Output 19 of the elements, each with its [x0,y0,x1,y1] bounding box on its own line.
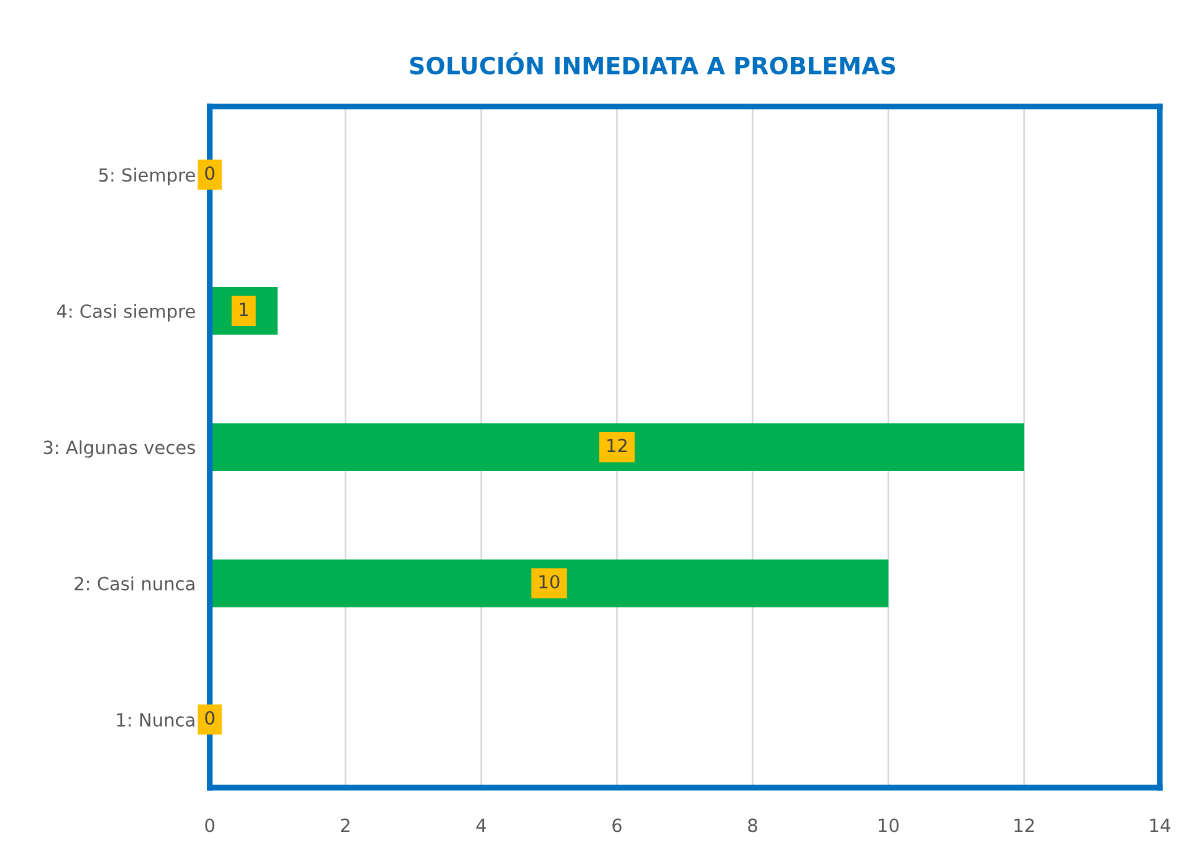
x-tick-label: 14 [1150,818,1171,832]
x-tick-label: 0 [205,818,215,833]
x-tick-label: 4 [476,818,486,832]
y-tick-label: 1: Nunca [117,713,195,727]
x-tick-label: 6 [612,818,622,833]
y-tick-label: 5: Siempre [99,167,195,186]
y-tick-label: 4: Casi siempre [56,304,195,322]
x-tick-label: 8 [748,818,758,833]
x-tick-label: 2 [341,818,350,832]
y-tick-label: 2: Casi nunca [74,576,195,591]
x-tick-label: 12 [1014,818,1034,832]
data-label: 0 [205,166,215,180]
chart-title: SOLUCIÓN INMEDIATA A PROBLEMAS [410,52,896,75]
x-tick-label: 10 [878,818,899,833]
data-label: 1 [239,302,248,316]
data-label: 0 [205,711,215,725]
data-label: 12 [607,438,627,453]
data-label: 10 [539,574,560,589]
y-tick-label: 3: Algunas veces [43,440,196,458]
